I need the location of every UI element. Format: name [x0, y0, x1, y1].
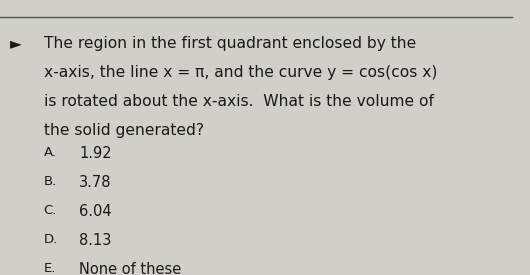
Text: 3.78: 3.78 [80, 175, 112, 190]
Text: B.: B. [43, 175, 57, 188]
Text: x-axis, the line x = π, and the curve y = cos(cos x): x-axis, the line x = π, and the curve y … [43, 65, 437, 80]
Text: A.: A. [43, 146, 57, 159]
Text: 1.92: 1.92 [80, 146, 112, 161]
Text: C.: C. [43, 204, 57, 217]
Text: None of these: None of these [80, 262, 182, 275]
Text: is rotated about the x-axis.  What is the volume of: is rotated about the x-axis. What is the… [43, 94, 434, 109]
Text: The region in the first quadrant enclosed by the: The region in the first quadrant enclose… [43, 36, 416, 51]
Text: ►: ► [10, 36, 22, 51]
Text: E.: E. [43, 262, 56, 275]
Text: D.: D. [43, 233, 58, 246]
Text: the solid generated?: the solid generated? [43, 123, 204, 138]
Text: 6.04: 6.04 [80, 204, 112, 219]
Text: 8.13: 8.13 [80, 233, 112, 248]
